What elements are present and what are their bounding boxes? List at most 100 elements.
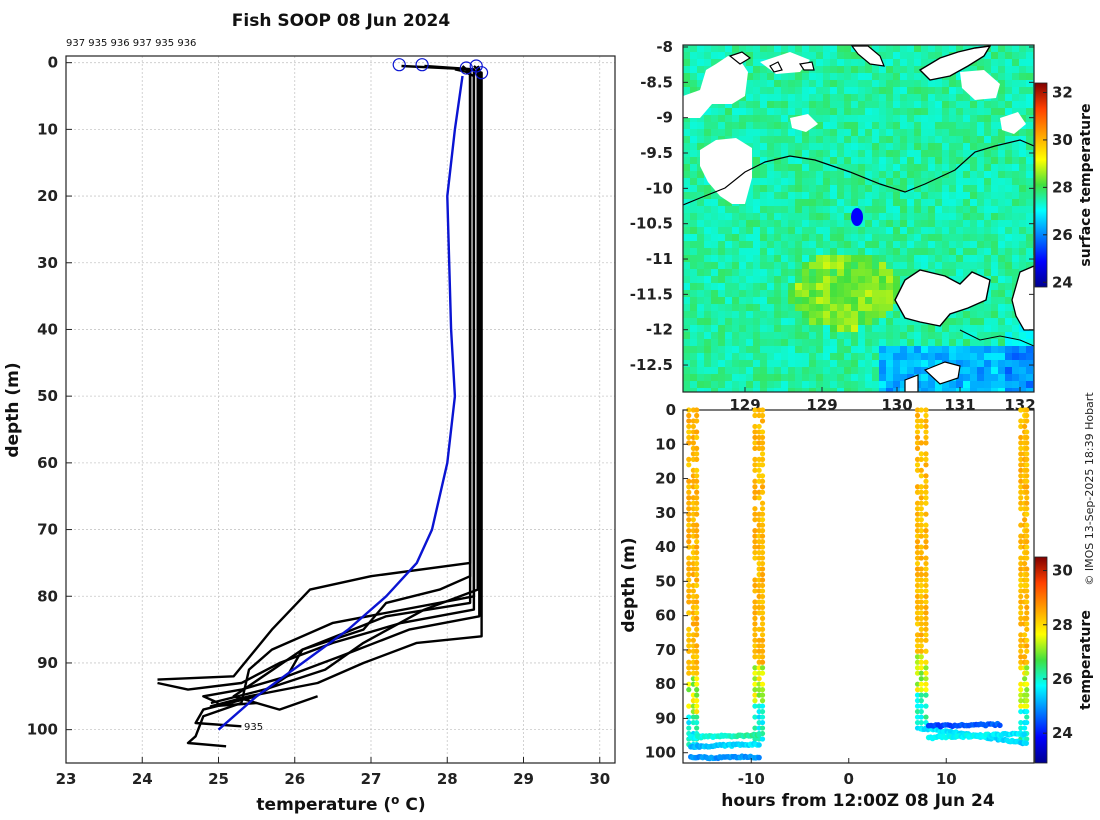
sst-cell bbox=[977, 115, 984, 122]
sst-cell bbox=[963, 101, 970, 108]
sst-cell bbox=[935, 178, 942, 185]
sst-cell bbox=[830, 94, 837, 101]
sst-cell bbox=[914, 129, 921, 136]
sst-cell bbox=[851, 248, 858, 255]
sst-cell bbox=[781, 304, 788, 311]
section-point bbox=[923, 440, 929, 446]
sst-cell bbox=[851, 59, 858, 66]
sst-cell bbox=[683, 199, 690, 206]
sst-cell bbox=[795, 178, 802, 185]
sst-cell bbox=[830, 206, 837, 213]
sst-cell bbox=[984, 297, 991, 304]
sst-cell bbox=[837, 206, 844, 213]
sst-cell bbox=[823, 94, 830, 101]
sst-cell bbox=[872, 276, 879, 283]
section-point bbox=[686, 517, 692, 523]
section-point bbox=[923, 670, 929, 676]
sst-cell bbox=[823, 297, 830, 304]
sst-cell bbox=[942, 332, 949, 339]
sst-cell bbox=[970, 178, 977, 185]
sst-cell bbox=[760, 171, 767, 178]
sst-cell bbox=[781, 45, 788, 52]
sst-cell bbox=[683, 206, 690, 213]
sst-cell bbox=[963, 262, 970, 269]
sst-cell bbox=[970, 66, 977, 73]
section-point bbox=[923, 621, 929, 627]
sst-cell bbox=[858, 304, 865, 311]
sst-cell bbox=[942, 157, 949, 164]
sst-cell bbox=[872, 87, 879, 94]
section-point bbox=[759, 440, 766, 446]
sst-cell bbox=[718, 213, 725, 220]
section-point bbox=[686, 462, 692, 468]
sst-cell bbox=[956, 318, 963, 325]
sst-cell bbox=[935, 248, 942, 255]
sst-cell bbox=[928, 241, 935, 248]
sst-cell bbox=[991, 353, 998, 360]
sst-cell bbox=[851, 388, 858, 392]
sst-cell bbox=[781, 388, 788, 392]
sst-cell bbox=[683, 374, 690, 381]
section-point bbox=[923, 637, 929, 643]
sst-cell bbox=[683, 115, 690, 122]
sst-cell bbox=[942, 80, 949, 87]
sst-cell bbox=[753, 360, 760, 367]
sst-cell bbox=[900, 206, 907, 213]
section-point bbox=[759, 500, 766, 506]
sst-cell bbox=[830, 304, 837, 311]
sst-cell bbox=[753, 325, 760, 332]
sst-cell bbox=[718, 290, 725, 297]
sst-cell bbox=[907, 255, 914, 262]
sst-cell bbox=[851, 262, 858, 269]
sst-cell bbox=[935, 80, 942, 87]
sst-cell bbox=[753, 164, 760, 171]
section-point bbox=[694, 528, 700, 534]
section-point bbox=[923, 462, 929, 468]
sst-cell bbox=[900, 122, 907, 129]
section-point bbox=[694, 698, 700, 704]
sst-cell bbox=[774, 115, 781, 122]
sst-cell bbox=[767, 136, 774, 143]
sst-cell bbox=[802, 185, 809, 192]
sst-cell bbox=[690, 45, 697, 52]
sst-cell bbox=[774, 80, 781, 87]
sst-cell bbox=[998, 290, 1005, 297]
sst-cell bbox=[886, 73, 893, 80]
section-point bbox=[914, 489, 921, 495]
sst-cell bbox=[830, 353, 837, 360]
sst-cell bbox=[795, 73, 802, 80]
sst-cell bbox=[683, 325, 690, 332]
section-point bbox=[759, 506, 766, 512]
sst-y-tick-label: -12 bbox=[646, 321, 673, 339]
sst-cell bbox=[704, 59, 711, 66]
sst-cell bbox=[977, 304, 984, 311]
sst-cell bbox=[809, 171, 816, 178]
sst-cell bbox=[816, 185, 823, 192]
sst-cell bbox=[746, 262, 753, 269]
sst-cell bbox=[907, 52, 914, 59]
sst-cell bbox=[788, 381, 795, 388]
section-point bbox=[752, 621, 758, 627]
sst-cell bbox=[816, 80, 823, 87]
sst-cell bbox=[788, 45, 795, 52]
sst-cell bbox=[1005, 94, 1012, 101]
sst-cell bbox=[830, 80, 837, 87]
sst-cell bbox=[956, 227, 963, 234]
sst-cell bbox=[851, 290, 858, 297]
sst-cell bbox=[977, 318, 984, 325]
section-point bbox=[1018, 577, 1024, 583]
sst-cell bbox=[1026, 157, 1033, 164]
sst-cell bbox=[830, 374, 837, 381]
sst-cell bbox=[942, 115, 949, 122]
section-point bbox=[759, 703, 766, 709]
sst-cell bbox=[816, 241, 823, 248]
sst-cell bbox=[802, 157, 809, 164]
sst-cell bbox=[984, 129, 991, 136]
sst-cell bbox=[907, 360, 914, 367]
sst-cell bbox=[907, 353, 914, 360]
sst-cell bbox=[1019, 199, 1026, 206]
sst-cell bbox=[823, 374, 830, 381]
sst-cell bbox=[753, 346, 760, 353]
section-point bbox=[694, 506, 700, 512]
sst-cell bbox=[774, 367, 781, 374]
